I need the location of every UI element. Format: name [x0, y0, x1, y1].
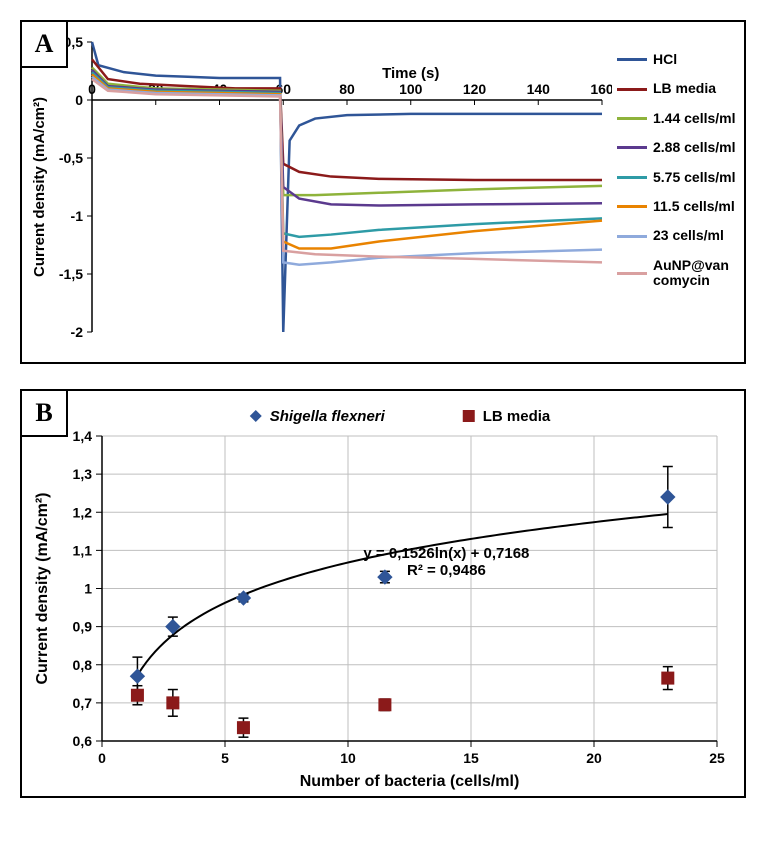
svg-text:80: 80: [339, 81, 355, 97]
svg-text:1,1: 1,1: [73, 542, 93, 558]
legend-item: 11.5 cells/ml: [617, 199, 739, 214]
r2-text: R² = 0,9486: [407, 562, 486, 579]
svg-text:Number of bacteria (cells/ml): Number of bacteria (cells/ml): [300, 773, 520, 790]
svg-text:Time (s): Time (s): [382, 65, 439, 82]
fit-curve: [137, 514, 667, 675]
svg-text:0,8: 0,8: [73, 657, 93, 673]
series-line: [92, 79, 602, 262]
legend-swatch: [617, 176, 647, 179]
svg-text:140: 140: [527, 81, 551, 97]
svg-text:1,2: 1,2: [73, 504, 93, 520]
legend-item: LB media: [617, 81, 739, 96]
legend-label: LB media: [653, 81, 716, 96]
svg-text:0,9: 0,9: [73, 619, 93, 635]
legend-swatch: [617, 272, 647, 275]
chart-a-svg: 020406080100120140160Time (s)-2-1,5-1-0,…: [22, 22, 612, 362]
data-point: [661, 490, 675, 504]
legend-item: 2.88 cells/ml: [617, 140, 739, 155]
series-line: [92, 59, 602, 180]
panel-b-label: B: [20, 389, 68, 437]
svg-text:25: 25: [709, 750, 725, 766]
svg-text:-0,5: -0,5: [59, 150, 83, 166]
legend-label: 5.75 cells/ml: [653, 170, 736, 185]
legend-label: Shigella flexneri: [270, 408, 386, 425]
svg-text:0,7: 0,7: [73, 695, 93, 711]
panel-a: A 020406080100120140160Time (s)-2-1,5-1-…: [20, 20, 746, 364]
data-point: [378, 570, 392, 584]
legend-label: HCl: [653, 52, 677, 67]
legend-label: 2.88 cells/ml: [653, 140, 736, 155]
equation-text: y = 0,1526ln(x) + 0,7168: [363, 545, 529, 562]
legend-item: 1.44 cells/ml: [617, 111, 739, 126]
svg-text:0: 0: [98, 750, 106, 766]
svg-text:20: 20: [586, 750, 602, 766]
legend-swatch: [617, 235, 647, 238]
chart-b-svg: 0 5 10 15 20 25 Number of bacteria (cells/ml) 0…: [22, 391, 742, 796]
legend-swatch: [617, 88, 647, 91]
svg-text:120: 120: [463, 81, 487, 97]
svg-text:1,3: 1,3: [73, 466, 93, 482]
svg-text:1,4: 1,4: [73, 428, 93, 444]
legend-label: 11.5 cells/ml: [653, 199, 735, 214]
legend-item: 5.75 cells/ml: [617, 170, 739, 185]
svg-text:-2: -2: [71, 324, 84, 340]
legend-label: AuNP@van comycin: [653, 258, 739, 289]
legend-item: HCl: [617, 52, 739, 67]
legend-swatch: [617, 205, 647, 208]
data-point: [130, 669, 144, 683]
svg-text:0,6: 0,6: [73, 733, 93, 749]
svg-text:0: 0: [75, 92, 83, 108]
svg-text:160: 160: [590, 81, 612, 97]
data-point: [131, 689, 143, 701]
data-point: [237, 722, 249, 734]
legend-item: 23 cells/ml: [617, 228, 739, 243]
chart-a-legend: HCl LB media 1.44 cells/ml 2.88 cells/ml 5.7…: [612, 22, 744, 362]
svg-text:15: 15: [463, 750, 479, 766]
figure-container: A 020406080100120140160Time (s)-2-1,5-1-…: [20, 20, 746, 798]
legend-swatch: [617, 146, 647, 149]
svg-text:10: 10: [340, 750, 356, 766]
legend-label: 23 cells/ml: [653, 228, 724, 243]
legend-item: AuNP@van comycin: [617, 258, 739, 289]
svg-text:-1,5: -1,5: [59, 266, 83, 282]
data-point: [662, 672, 674, 684]
svg-text:100: 100: [399, 81, 423, 97]
legend-swatch: [617, 58, 647, 61]
panel-a-label: A: [20, 20, 68, 68]
chart-a-plot: 020406080100120140160Time (s)-2-1,5-1-0,…: [22, 22, 612, 362]
svg-text:Current density (mA/cm²): Current density (mA/cm²): [34, 492, 51, 684]
svg-text:1: 1: [84, 581, 92, 597]
panel-b: B 0 5 10 15 20 25 Number of bacteria (cells/ml…: [20, 389, 746, 798]
data-point: [379, 699, 391, 711]
legend-swatch: [617, 117, 647, 120]
legend-label: LB media: [483, 408, 551, 425]
legend-label: 1.44 cells/ml: [653, 111, 736, 126]
data-point: [167, 697, 179, 709]
svg-text:-1: -1: [71, 208, 84, 224]
svg-text:5: 5: [221, 750, 229, 766]
svg-text:Current density (mA/cm²): Current density (mA/cm²): [31, 97, 48, 277]
